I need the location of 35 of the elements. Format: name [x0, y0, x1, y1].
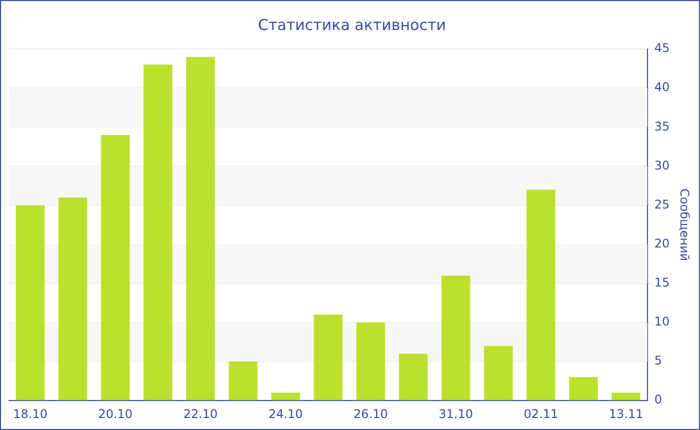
bar — [228, 362, 258, 400]
bar — [441, 276, 470, 400]
y-tick-label: 40 — [654, 80, 670, 94]
bar — [271, 392, 300, 400]
y-tick-label: 5 — [654, 354, 662, 368]
bar — [356, 322, 386, 400]
bar — [58, 197, 88, 400]
x-tick-label: 20.10 — [98, 406, 133, 421]
x-tick-label: 26.10 — [354, 406, 388, 421]
x-tick-label: 02.11 — [524, 406, 558, 421]
bar — [569, 377, 598, 400]
bar — [398, 354, 428, 400]
x-tick-label: 13.11 — [608, 406, 644, 421]
y-tick-label: 20 — [654, 236, 670, 250]
x-tick-label: 22.10 — [183, 406, 218, 421]
bar — [144, 64, 172, 400]
x-tick-label: 31.10 — [438, 406, 474, 421]
y-tick-label: 25 — [654, 197, 670, 212]
y-axis-title: Сообщений — [678, 188, 692, 262]
bar — [186, 56, 215, 400]
y-tick-label: 30 — [654, 158, 670, 172]
bar — [484, 346, 513, 400]
y-tick-label: 45 — [654, 41, 670, 56]
bar — [526, 190, 556, 400]
bar — [16, 205, 45, 400]
bar — [314, 314, 343, 400]
y-tick-label: 15 — [654, 276, 670, 290]
x-tick-label: 24.10 — [268, 406, 303, 421]
y-tick-label: 10 — [654, 314, 670, 329]
x-tick-label: 18.10 — [13, 406, 48, 421]
bar — [101, 134, 130, 400]
bar — [612, 392, 640, 400]
chart-title: Статистика активности — [258, 16, 446, 34]
y-tick-label: 35 — [654, 119, 670, 134]
y-tick-label: 0 — [654, 392, 662, 407]
